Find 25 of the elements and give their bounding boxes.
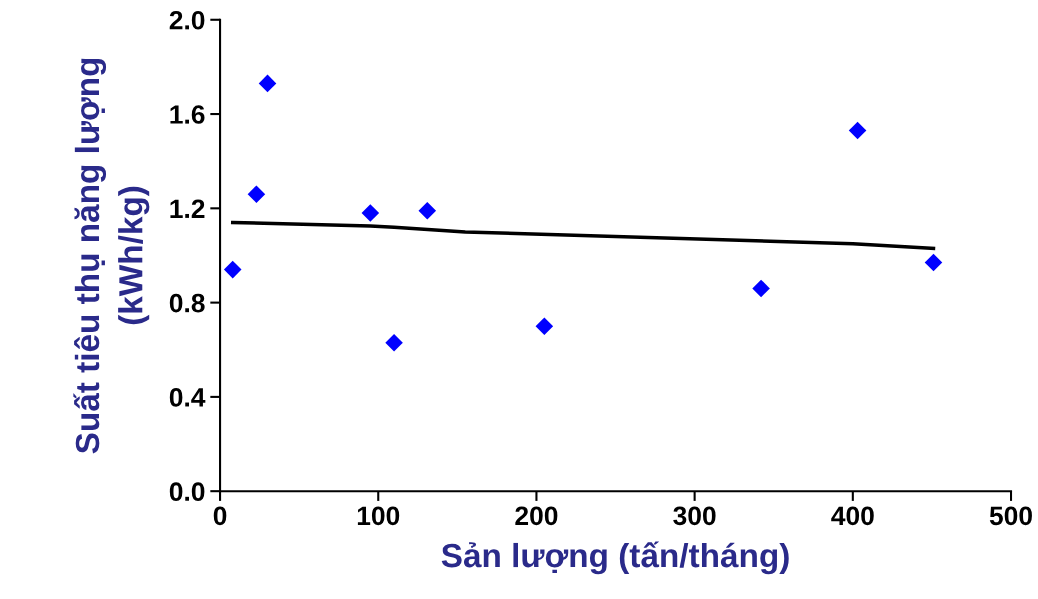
- y-tick-label: 0.4: [169, 388, 206, 407]
- y-tick-label: 0.8: [169, 293, 205, 313]
- y-tick-label: 1.6: [170, 105, 205, 124]
- x-axis-title: Sản lượng (tấn/tháng): [441, 541, 789, 575]
- point: [258, 74, 277, 93]
- point: [418, 201, 437, 220]
- point: [247, 185, 266, 203]
- point: [361, 204, 380, 222]
- line-series: [230, 220, 936, 251]
- x-tick-label: 0: [213, 506, 227, 526]
- x-tick-label: 300: [673, 506, 716, 526]
- x-tick-label: 200: [515, 506, 558, 526]
- point: [385, 333, 403, 352]
- y-tick-label: 1.2: [170, 199, 205, 218]
- y-tick-label: 0.0: [169, 482, 205, 501]
- point: [848, 121, 867, 140]
- y-tick-label: 2.0: [169, 10, 205, 30]
- x-tick-label: 500: [989, 506, 1032, 526]
- point: [223, 260, 242, 279]
- point: [924, 253, 943, 272]
- point: [535, 317, 554, 335]
- y-axis-title: Suất tiêu thụ năng lượng (kWh/kg): [73, 58, 150, 454]
- x-tick-label: 100: [357, 506, 400, 526]
- x-tick-label: 400: [831, 506, 874, 526]
- point: [752, 279, 770, 298]
